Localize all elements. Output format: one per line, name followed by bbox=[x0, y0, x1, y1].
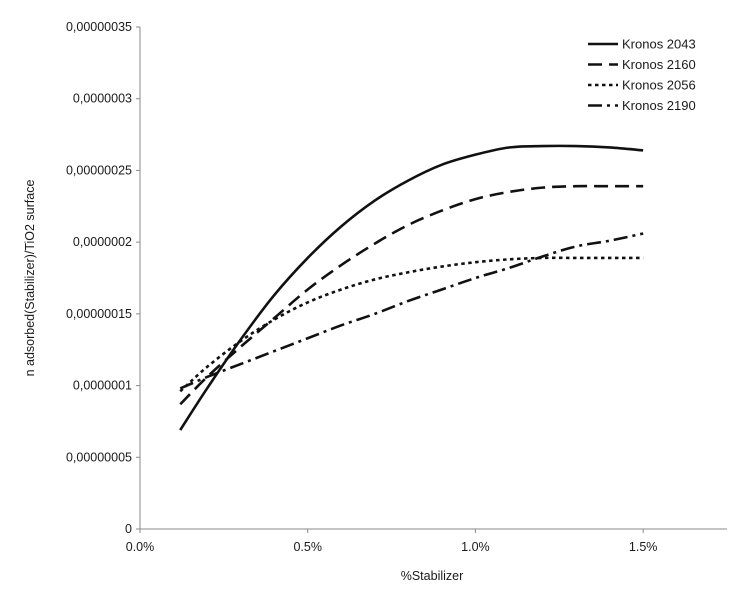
y-tick-label: 0,00000025 bbox=[66, 163, 132, 177]
series-line-2 bbox=[179, 184, 644, 406]
series-line-4 bbox=[179, 232, 644, 390]
x-tick-label: 0.5% bbox=[293, 540, 322, 554]
legend-label-4: Kronos 2190 bbox=[622, 98, 696, 113]
y-tick-label: 0,00000015 bbox=[66, 307, 132, 321]
x-axis-title: %Stabilizer bbox=[401, 569, 464, 583]
y-tick-label: 0,0000003 bbox=[73, 92, 132, 106]
series-line-3 bbox=[179, 256, 644, 393]
legend-label-3: Kronos 2056 bbox=[622, 78, 696, 93]
legend-label-1: Kronos 2043 bbox=[622, 37, 696, 52]
x-tick-label: 0.0% bbox=[126, 540, 155, 554]
axes: 0 0,00000005 0,0000001 0,00000015 0,0000002 0… bbox=[66, 20, 727, 554]
y-tick-label: 0,0000002 bbox=[73, 235, 132, 249]
y-tick-label: 0 bbox=[125, 522, 132, 536]
series-lines bbox=[179, 144, 644, 431]
y-tick-label: 0,00000035 bbox=[66, 20, 132, 34]
series-line-1 bbox=[179, 144, 644, 431]
x-tick-label: 1.0% bbox=[461, 540, 490, 554]
y-tick-label: 0,00000005 bbox=[66, 450, 132, 464]
legend-label-2: Kronos 2160 bbox=[622, 57, 696, 72]
y-axis-title: n adsorbed(Stabilizer)/TiO2 surface bbox=[23, 180, 37, 377]
legend: Kronos 2043 Kronos 2160 Kronos 2056 Kronos … bbox=[588, 37, 696, 113]
y-tick-label: 0,0000001 bbox=[73, 379, 132, 393]
x-tick-label: 1.5% bbox=[629, 540, 658, 554]
